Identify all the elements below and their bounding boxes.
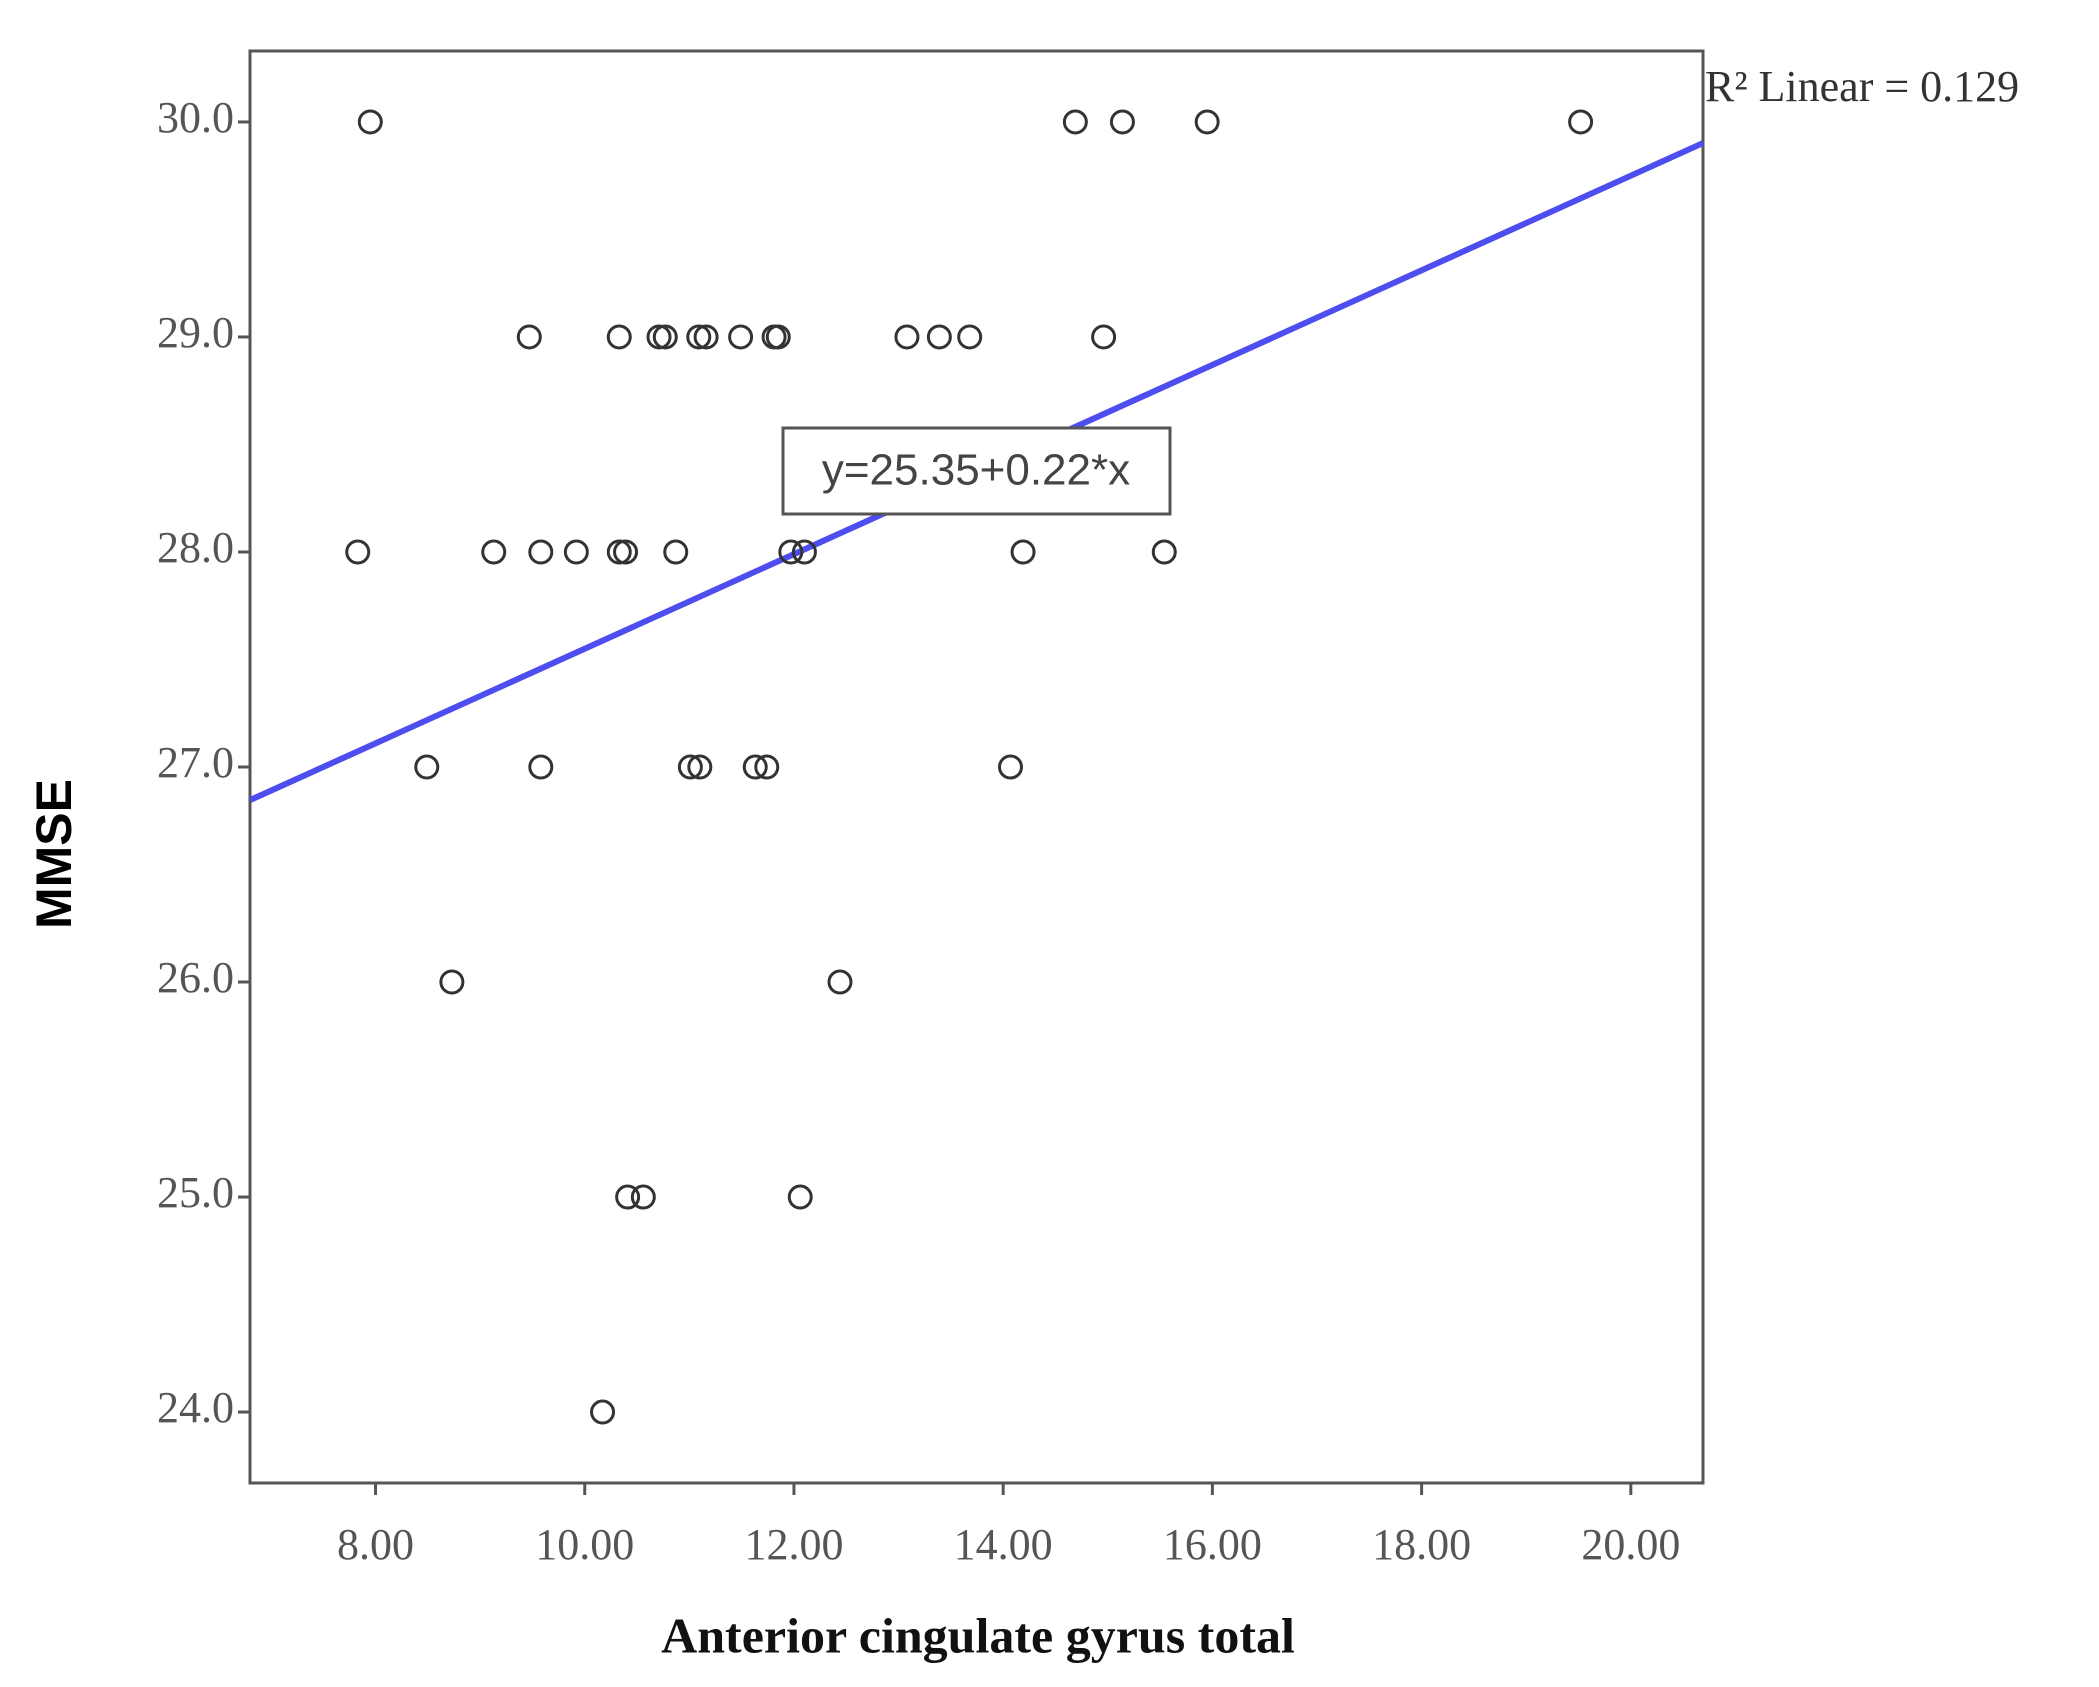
r2-label: R² Linear = 0.129: [1705, 62, 2019, 111]
point: [663, 539, 689, 565]
point: [894, 324, 920, 350]
point: [528, 539, 554, 565]
point: [1062, 109, 1088, 135]
y-tick-label: 28.0: [157, 523, 234, 572]
point: [606, 324, 632, 350]
point: [787, 1184, 813, 1210]
equation-label: y=25.35+0.22*x: [822, 446, 1130, 495]
y-tick-label: 24.0: [157, 1383, 234, 1432]
point: [997, 754, 1023, 780]
point: [646, 324, 672, 350]
y-axis-title: MMSE: [26, 779, 82, 929]
x-tick-label: 18.00: [1372, 1520, 1471, 1569]
point: [606, 539, 632, 565]
point: [1109, 109, 1135, 135]
point: [516, 324, 542, 350]
y-tick-label: 30.0: [157, 93, 234, 142]
point: [1194, 109, 1220, 135]
point: [345, 539, 371, 565]
point: [630, 1184, 656, 1210]
point: [686, 324, 712, 350]
y-tick-label: 27.0: [157, 738, 234, 787]
point: [687, 754, 713, 780]
point: [926, 324, 952, 350]
x-tick-label: 16.00: [1163, 1520, 1262, 1569]
y-tick-label: 29.0: [157, 308, 234, 357]
x-tick-label: 12.00: [744, 1520, 843, 1569]
x-axis-title: Anterior cingulate gyrus total: [661, 1607, 1295, 1663]
point: [1091, 324, 1117, 350]
point: [957, 324, 983, 350]
point: [615, 1184, 641, 1210]
point: [728, 324, 754, 350]
point: [1568, 109, 1594, 135]
equation-box: [781, 426, 1172, 516]
point: [778, 539, 804, 565]
point: [742, 754, 768, 780]
point: [791, 539, 817, 565]
y-tick-label: 25.0: [157, 1168, 234, 1217]
x-tick-label: 20.00: [1581, 1520, 1680, 1569]
point: [1151, 539, 1177, 565]
x-tick-label: 14.00: [954, 1520, 1053, 1569]
point: [563, 539, 589, 565]
x-tick-label: 10.00: [535, 1520, 634, 1569]
plot-frame: [248, 49, 1705, 1485]
point: [613, 539, 639, 565]
point: [677, 754, 703, 780]
point: [481, 539, 507, 565]
y-tick-label: 26.0: [157, 953, 234, 1002]
point: [765, 324, 791, 350]
point: [357, 109, 383, 135]
point: [827, 969, 853, 995]
point: [693, 324, 719, 350]
point: [414, 754, 440, 780]
point: [439, 969, 465, 995]
point: [590, 1399, 616, 1425]
x-tick-label: 8.00: [337, 1520, 414, 1569]
point: [652, 324, 678, 350]
point: [754, 754, 780, 780]
point: [528, 754, 554, 780]
point: [1010, 539, 1036, 565]
